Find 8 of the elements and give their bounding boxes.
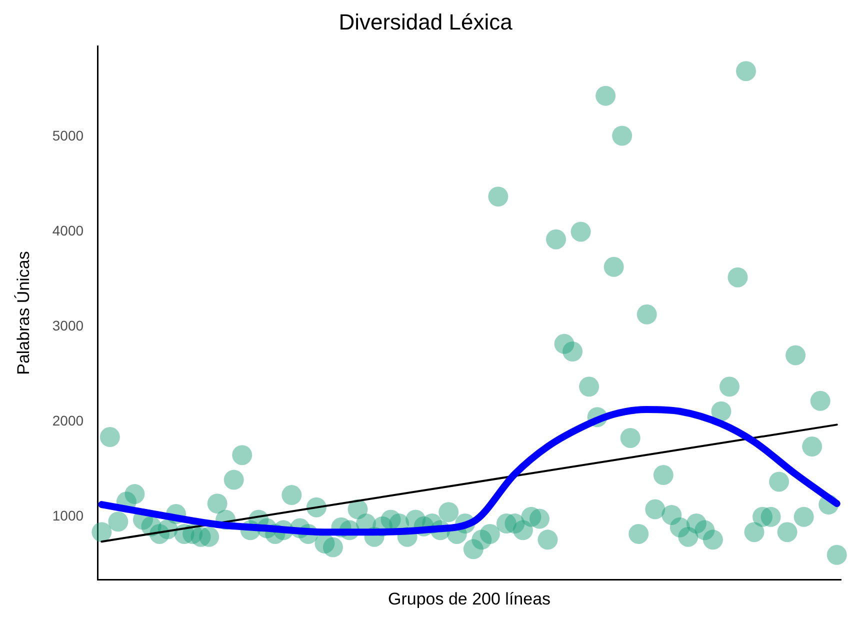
y-tick-label: 5000 — [52, 128, 84, 144]
y-tick-label: 3000 — [52, 318, 84, 334]
y-tick-label: 2000 — [52, 412, 84, 429]
x-axis-title: Grupos de 200 líneas — [388, 589, 551, 608]
y-axis-title: Palabras Únicas — [14, 251, 33, 375]
chart-title: Diversidad Léxica — [338, 9, 514, 34]
y-tick-label: 4000 — [52, 222, 84, 239]
y-tick-label: 1000 — [52, 508, 84, 524]
